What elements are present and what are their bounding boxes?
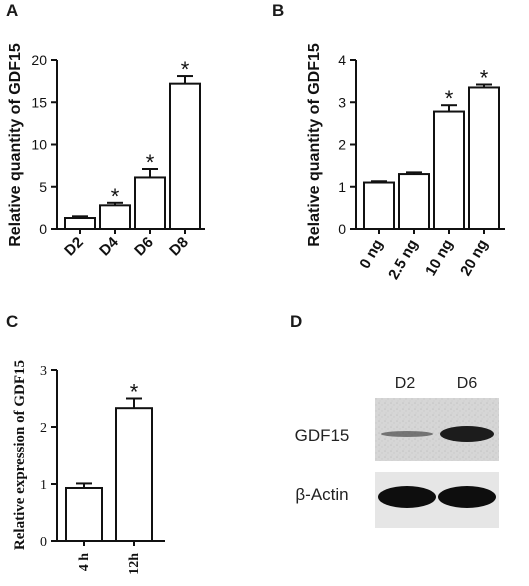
significance-star-c-1: *	[130, 380, 139, 405]
blot-band-gdf15-d2	[381, 431, 433, 437]
blot-band-actin-d6	[438, 486, 496, 508]
x-tick-label-a-0: D2	[61, 234, 87, 260]
significance-star-a-1: *	[111, 184, 120, 209]
lane-label-d2: D2	[395, 375, 416, 392]
bar-a-3	[169, 82, 201, 230]
y-tick-label-c-0: 0	[40, 535, 47, 550]
y-tick-label-a-10: 10	[31, 137, 47, 153]
x-tick-label-b-3: 20 ng	[457, 237, 491, 279]
y-axis-label-c: Relative expression of GDF15	[12, 360, 28, 550]
y-tick-label-b-0: 0	[338, 221, 346, 237]
blot-band-actin-d2	[378, 486, 436, 508]
x-tick-label-b-2: 10 ng	[422, 237, 456, 279]
blot-row-label-gdf15: GDF15	[295, 426, 350, 445]
bar-c-1	[115, 407, 153, 542]
panel-letter-a: A	[6, 1, 18, 20]
y-tick-label-a-15: 15	[31, 94, 47, 110]
significance-star-a-3: *	[181, 57, 190, 82]
bar-b-1	[398, 173, 430, 230]
y-tick-label-b-4: 4	[338, 52, 346, 68]
x-tick-label-a-2: D6	[131, 234, 157, 260]
chart-c: 0 1 2 3 Relative expression of GDF15 4 h * 12h	[12, 360, 165, 575]
x-tick-label-c-1: 12h	[127, 553, 142, 575]
y-tick-label-c-3: 3	[40, 364, 47, 379]
x-tick-label-a-3: D8	[166, 234, 192, 260]
y-axis-label-a: Relative quantity of GDF15	[7, 43, 24, 247]
y-tick-label-a-5: 5	[39, 179, 47, 195]
bar-b-3	[468, 86, 500, 231]
bar-c-0	[65, 486, 103, 542]
y-tick-label-c-2: 2	[40, 421, 47, 436]
panel-letter-d: D	[290, 312, 302, 331]
y-tick-label-b-3: 3	[338, 94, 346, 110]
y-tick-label-a-20: 20	[31, 52, 47, 68]
significance-star-b-2: *	[445, 86, 454, 111]
blot-row-label-actin: β-Actin	[295, 485, 348, 504]
y-tick-label-c-1: 1	[40, 478, 47, 493]
panel-letter-b: B	[272, 1, 284, 20]
x-tick-label-b-0: 0 ng	[356, 237, 386, 272]
chart-b: 0 1 2 3 4 Relative quantity of GDF15 0 ng2.5 n…	[306, 43, 505, 283]
x-tick-label-b-1: 2.5 ng	[385, 237, 421, 283]
bar-a-2	[134, 176, 166, 230]
panel-letter-c: C	[6, 312, 18, 331]
x-tick-label-a-1: D4	[96, 233, 122, 259]
blot-band-gdf15-d6	[440, 426, 494, 442]
y-tick-label-b-2: 2	[338, 137, 346, 153]
bar-a-1	[99, 204, 131, 230]
y-axis-label-b: Relative quantity of GDF15	[306, 43, 323, 247]
x-tick-label-c-0: 4 h	[77, 553, 92, 572]
bar-b-0	[363, 181, 395, 230]
y-tick-label-a-0: 0	[39, 221, 47, 237]
significance-star-b-3: *	[480, 66, 489, 91]
y-tick-label-b-1: 1	[338, 179, 346, 195]
bar-b-2	[433, 110, 465, 230]
chart-a: 0 5 10 15 20 Relative quantity of GDF15 D2 * D4 *…	[7, 43, 205, 259]
lane-label-d6: D6	[457, 375, 478, 392]
western-blot-panel: D2 D6 GDF15 β-Actin	[295, 375, 499, 528]
significance-star-a-2: *	[146, 150, 155, 175]
bar-a-0	[64, 217, 96, 230]
